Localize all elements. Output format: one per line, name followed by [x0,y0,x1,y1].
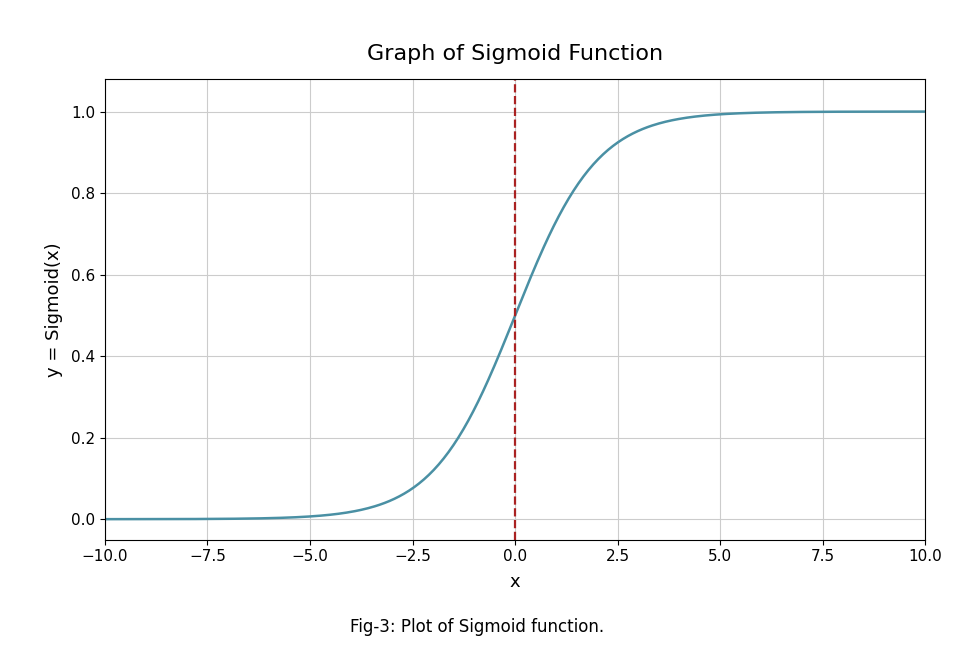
X-axis label: x: x [509,572,520,591]
Y-axis label: y = Sigmoid(x): y = Sigmoid(x) [45,242,63,376]
Text: Fig-3: Plot of Sigmoid function.: Fig-3: Plot of Sigmoid function. [350,618,603,636]
Title: Graph of Sigmoid Function: Graph of Sigmoid Function [367,43,662,64]
